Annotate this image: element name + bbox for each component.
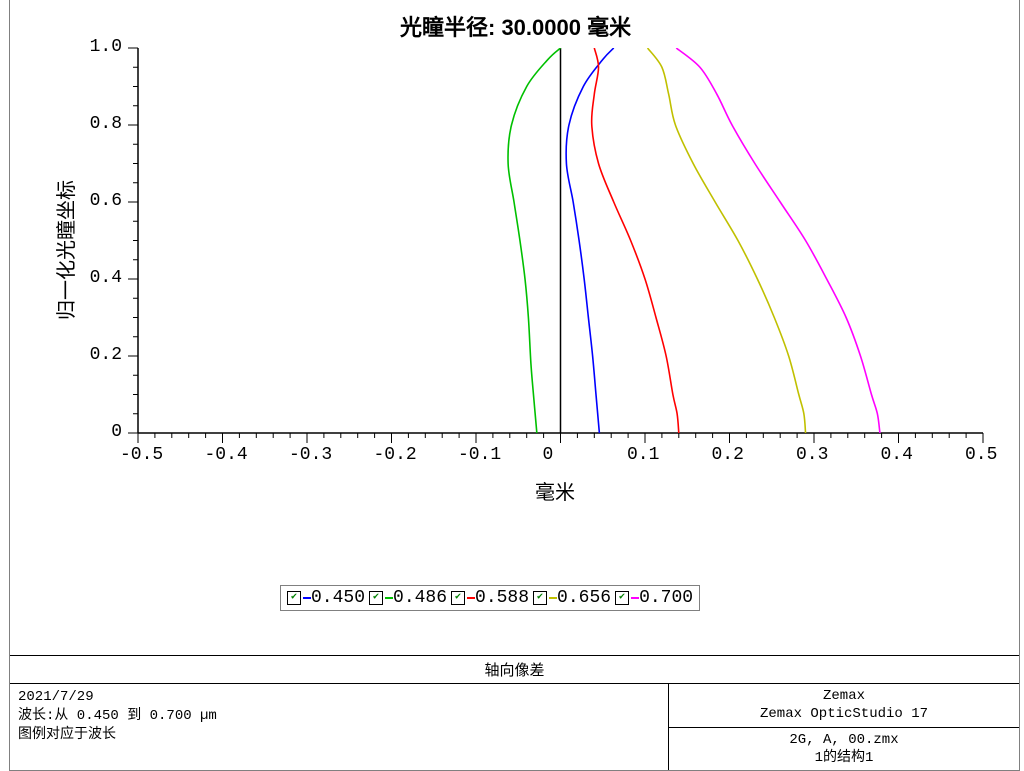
legend-label: 0.450 <box>311 588 365 608</box>
legend-item[interactable]: ✔ 0.588 <box>451 588 529 608</box>
y-tick-label: 0 <box>111 422 122 442</box>
x-tick-label: 0.5 <box>965 445 997 465</box>
legend-label: 0.588 <box>475 588 529 608</box>
x-tick-label: -0.2 <box>374 445 417 465</box>
y-tick-label: 0.8 <box>90 114 122 134</box>
legend-checkbox-icon[interactable]: ✔ <box>451 591 465 605</box>
legend-label: 0.656 <box>557 588 611 608</box>
legend-label: 0.486 <box>393 588 447 608</box>
legend-color-swatch <box>631 597 639 599</box>
legend-color-swatch <box>385 597 393 599</box>
footer-date: 2021/7/29 <box>18 688 660 707</box>
footer-software: Zemax Zemax OpticStudio 17 <box>669 684 1019 726</box>
x-tick-label: -0.3 <box>289 445 332 465</box>
x-tick-label: 0.3 <box>796 445 828 465</box>
x-tick-label: -0.5 <box>120 445 163 465</box>
legend-color-swatch <box>303 597 311 599</box>
x-tick-label: 0.2 <box>712 445 744 465</box>
x-tick-label: 0.1 <box>627 445 659 465</box>
y-tick-label: 0.4 <box>90 268 122 288</box>
legend: ✔ 0.450 ✔ 0.486 ✔ 0.588 ✔ 0.656 ✔ 0.700 <box>280 585 700 611</box>
legend-item[interactable]: ✔ 0.486 <box>369 588 447 608</box>
x-tick-label: -0.1 <box>458 445 501 465</box>
x-tick-label: -0.4 <box>205 445 248 465</box>
window-frame: 光瞳半径: 30.0000 毫米 归一化光瞳坐标 毫米 -0.5-0.4-0.3… <box>9 0 1020 771</box>
footer-legend-note: 图例对应于波长 <box>18 726 660 745</box>
footer-wavelength: 波长:从 0.450 到 0.700 µm <box>18 707 660 726</box>
footer-file: 2G, A, 00.zmx 1的结构1 <box>669 727 1019 770</box>
legend-color-swatch <box>467 597 475 599</box>
legend-checkbox-icon[interactable]: ✔ <box>369 591 383 605</box>
x-tick-label: 0 <box>543 445 554 465</box>
legend-item[interactable]: ✔ 0.450 <box>287 588 365 608</box>
legend-color-swatch <box>549 597 557 599</box>
footer-left-cell: 2021/7/29 波长:从 0.450 到 0.700 µm 图例对应于波长 <box>10 684 668 770</box>
y-tick-label: 0.2 <box>90 345 122 365</box>
y-tick-label: 1.0 <box>90 37 122 57</box>
legend-label: 0.700 <box>639 588 693 608</box>
footer-panel: 轴向像差 2021/7/29 波长:从 0.450 到 0.700 µm 图例对… <box>10 655 1019 770</box>
chart-svg <box>10 0 1021 620</box>
legend-item[interactable]: ✔ 0.656 <box>533 588 611 608</box>
legend-checkbox-icon[interactable]: ✔ <box>615 591 629 605</box>
legend-item[interactable]: ✔ 0.700 <box>615 588 693 608</box>
footer-right-cell: Zemax Zemax OpticStudio 17 2G, A, 00.zmx… <box>668 684 1019 770</box>
footer-header: 轴向像差 <box>10 656 1019 684</box>
x-tick-label: 0.4 <box>881 445 913 465</box>
legend-checkbox-icon[interactable]: ✔ <box>287 591 301 605</box>
legend-checkbox-icon[interactable]: ✔ <box>533 591 547 605</box>
y-tick-label: 0.6 <box>90 191 122 211</box>
